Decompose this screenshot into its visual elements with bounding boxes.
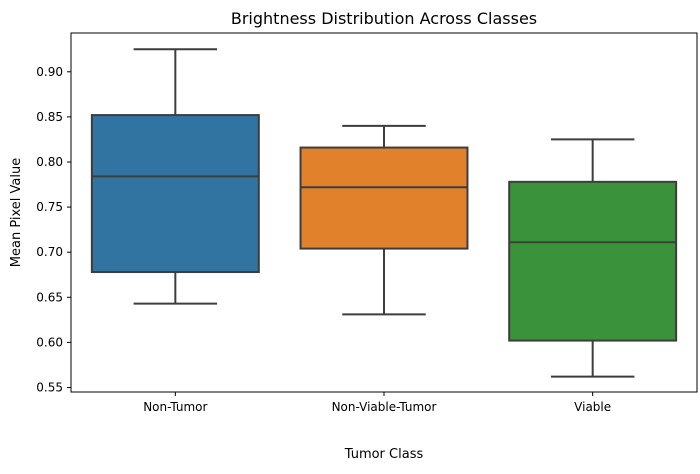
x-tick-label: Non-Viable-Tumor — [332, 400, 437, 414]
y-tick-label: 0.70 — [36, 245, 63, 259]
iqr-box — [299, 146, 469, 250]
box-non-viable-tumor — [299, 124, 469, 316]
box-non-tumor — [90, 48, 260, 305]
y-axis: 0.55 0.60 0.65 0.70 0.75 0.80 0.85 0.90 — [36, 65, 71, 394]
iqr-box — [90, 114, 260, 274]
x-tick-label: Non-Tumor — [143, 400, 207, 414]
y-tick-label: 0.85 — [36, 110, 63, 124]
chart-title: Brightness Distribution Across Classes — [231, 9, 537, 28]
x-axis: Non-Tumor Non-Viable-Tumor Viable — [143, 392, 611, 414]
y-tick-label: 0.55 — [36, 380, 63, 394]
y-tick-label: 0.80 — [36, 155, 63, 169]
x-axis-label: Tumor Class — [344, 447, 424, 462]
x-tick-label: Viable — [574, 400, 611, 414]
y-tick-label: 0.75 — [36, 200, 63, 214]
y-tick-label: 0.65 — [36, 290, 63, 304]
box-viable — [508, 138, 678, 378]
y-tick-label: 0.90 — [36, 65, 63, 79]
y-tick-label: 0.60 — [36, 335, 63, 349]
y-axis-label: Mean Pixel Value — [9, 158, 24, 267]
plot-area — [90, 48, 678, 378]
iqr-box — [508, 180, 678, 342]
